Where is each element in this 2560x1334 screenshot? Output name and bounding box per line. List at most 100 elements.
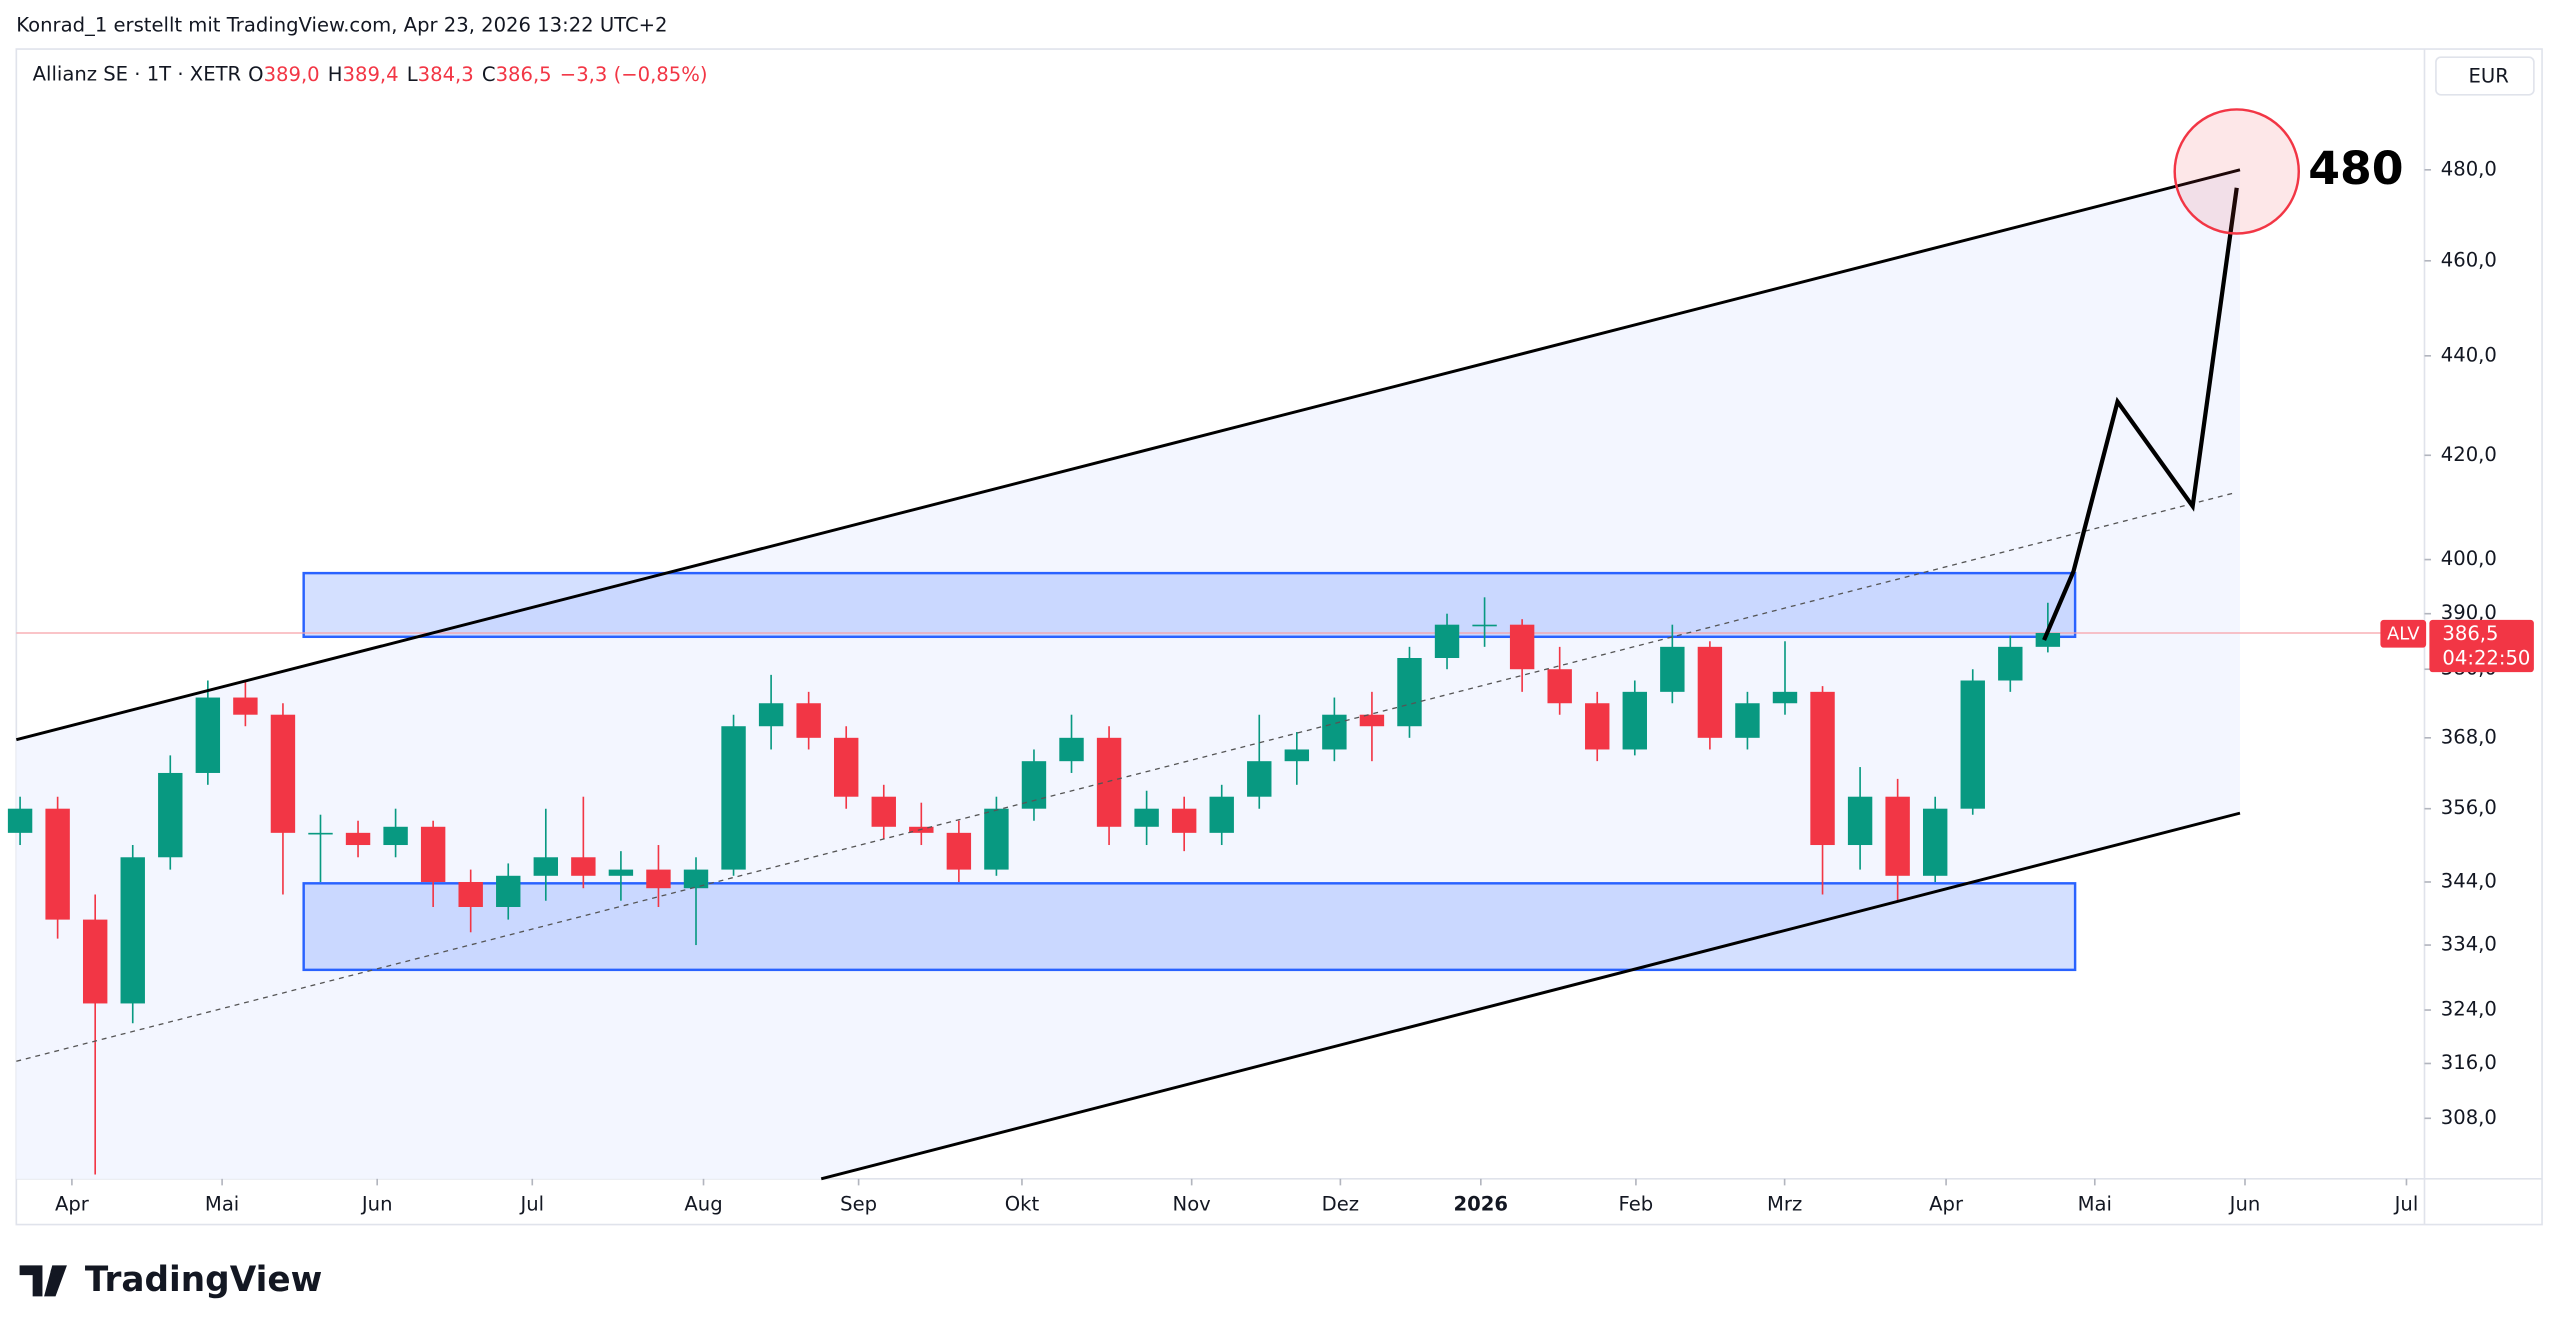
channel-lower — [820, 811, 2241, 1181]
change: −3,3 (−0,85%) — [560, 63, 708, 86]
target-label: 480 — [2308, 142, 2403, 195]
x-tick-label: Jun — [2228, 1192, 2261, 1215]
candle-body — [1585, 703, 1610, 750]
ohlc-legend: O389,0 H389,4 L384,3 C386,5 −3,3 (−0,85%) — [248, 63, 707, 86]
x-tick-label: Okt — [1005, 1192, 1040, 1215]
candle-body — [533, 857, 559, 876]
candle-body — [1922, 808, 1948, 876]
ohlc-value: 389,0 — [264, 63, 320, 86]
x-tick-label: Apr — [55, 1192, 90, 1215]
candle-body — [571, 857, 596, 876]
overlay: 480 — [15, 108, 2404, 1181]
countdown: 04:22:50 — [2442, 647, 2530, 670]
currency-box[interactable] — [2435, 56, 2535, 96]
candle-body — [608, 869, 634, 876]
brand-logo-dot — [50, 1267, 61, 1277]
candle-body — [1209, 796, 1234, 833]
candle-body — [871, 796, 896, 827]
candle-body — [1059, 737, 1084, 762]
y-tick-label: 368,0 — [2441, 725, 2497, 748]
x-tick-label: Dez — [1322, 1192, 1359, 1215]
candle-body — [308, 832, 333, 835]
candle-body — [458, 881, 483, 907]
y-tick-label: 334,0 — [2441, 933, 2497, 956]
candle-body — [158, 772, 183, 858]
candle-body — [1171, 808, 1197, 833]
candle-body — [2035, 632, 2061, 647]
price-tag — [2429, 619, 2534, 673]
brand-name: TradingView — [85, 1260, 322, 1300]
ohlc-key: O — [248, 63, 263, 86]
axes: 480,0460,0440,0420,0400,0390,0380,0368,0… — [55, 157, 2534, 1215]
candle-body — [721, 726, 746, 870]
projection-path — [2042, 187, 2239, 641]
currency: EUR — [2469, 64, 2510, 87]
candle-body — [233, 697, 258, 715]
ohlc-key: L — [407, 63, 418, 86]
candle-body — [1359, 714, 1385, 727]
channel-upper — [15, 168, 2241, 742]
candle-body — [1772, 691, 1798, 704]
candle-body — [1810, 691, 1835, 846]
candle-body — [7, 808, 33, 833]
candle-body — [1697, 646, 1723, 738]
candle-body — [1547, 669, 1572, 704]
x-tick-label: Jul — [2393, 1192, 2419, 1215]
symbol-tag — [2380, 619, 2427, 648]
candle-body — [683, 869, 709, 889]
y-tick-label: 400,0 — [2441, 547, 2497, 570]
x-tick-label: Mai — [205, 1192, 239, 1215]
candle-body — [270, 714, 296, 833]
candle-body — [834, 737, 859, 797]
target-circle — [2173, 108, 2300, 235]
legend: Allianz SE · 1T · XETR O389,0 H389,4 L384,… — [33, 63, 708, 86]
candle-body — [1284, 749, 1310, 762]
brand: TradingView — [19, 1260, 322, 1300]
x-tick-label: Jul — [518, 1192, 544, 1215]
ohlc-key: C — [482, 63, 496, 86]
x-tick-label: Aug — [684, 1192, 722, 1215]
y-tick-label: 356,0 — [2441, 796, 2497, 819]
candle-body — [1735, 703, 1760, 738]
y-tick-label: 324,0 — [2441, 998, 2497, 1021]
ohlc-value: 384,3 — [418, 63, 474, 86]
candle-body — [984, 808, 1009, 870]
y-tick-label: 308,0 — [2441, 1106, 2497, 1129]
ohlc-value: 389,4 — [343, 63, 399, 86]
price-tag-label: 386,5 — [2442, 622, 2498, 645]
candle-body — [1847, 796, 1873, 846]
candle-body — [1096, 737, 1122, 827]
candle-body — [946, 832, 972, 870]
x-tick-label: 2026 — [1454, 1192, 1509, 1215]
candle-body — [383, 826, 408, 846]
x-tick-label: Apr — [1929, 1192, 1964, 1215]
y-tick-label: 440,0 — [2441, 343, 2497, 366]
y-tick-label: 344,0 — [2441, 869, 2497, 892]
x-tick-label: Sep — [840, 1192, 877, 1215]
candle-body — [1134, 808, 1159, 827]
candle-body — [796, 703, 821, 738]
candle-body — [1472, 624, 1497, 627]
candle-body — [646, 869, 671, 889]
candle-body — [496, 875, 521, 907]
y-tick-label: 460,0 — [2441, 248, 2497, 271]
y-tick-label: 390,0 — [2441, 601, 2497, 624]
candle-body — [1247, 761, 1272, 797]
x-tick-label: Mai — [2078, 1192, 2112, 1215]
candle-body — [1885, 796, 1910, 876]
candle-body — [1434, 624, 1460, 659]
x-tick-label: Nov — [1173, 1192, 1211, 1215]
candle-body — [345, 832, 371, 846]
y-tick-label: 480,0 — [2441, 157, 2497, 180]
candle-body — [1021, 761, 1047, 809]
candle-body — [1960, 680, 1985, 809]
y-tick-label: 316,0 — [2441, 1051, 2497, 1074]
channel-fill — [16, 169, 2241, 1179]
x-tick-label: Feb — [1619, 1192, 1654, 1215]
candles — [7, 597, 2425, 1175]
candle-body — [1397, 658, 1422, 727]
resistance-zone — [302, 571, 2077, 639]
candle-body — [1660, 646, 1685, 692]
chart-frame — [15, 48, 2543, 1226]
candle-body — [420, 826, 446, 882]
